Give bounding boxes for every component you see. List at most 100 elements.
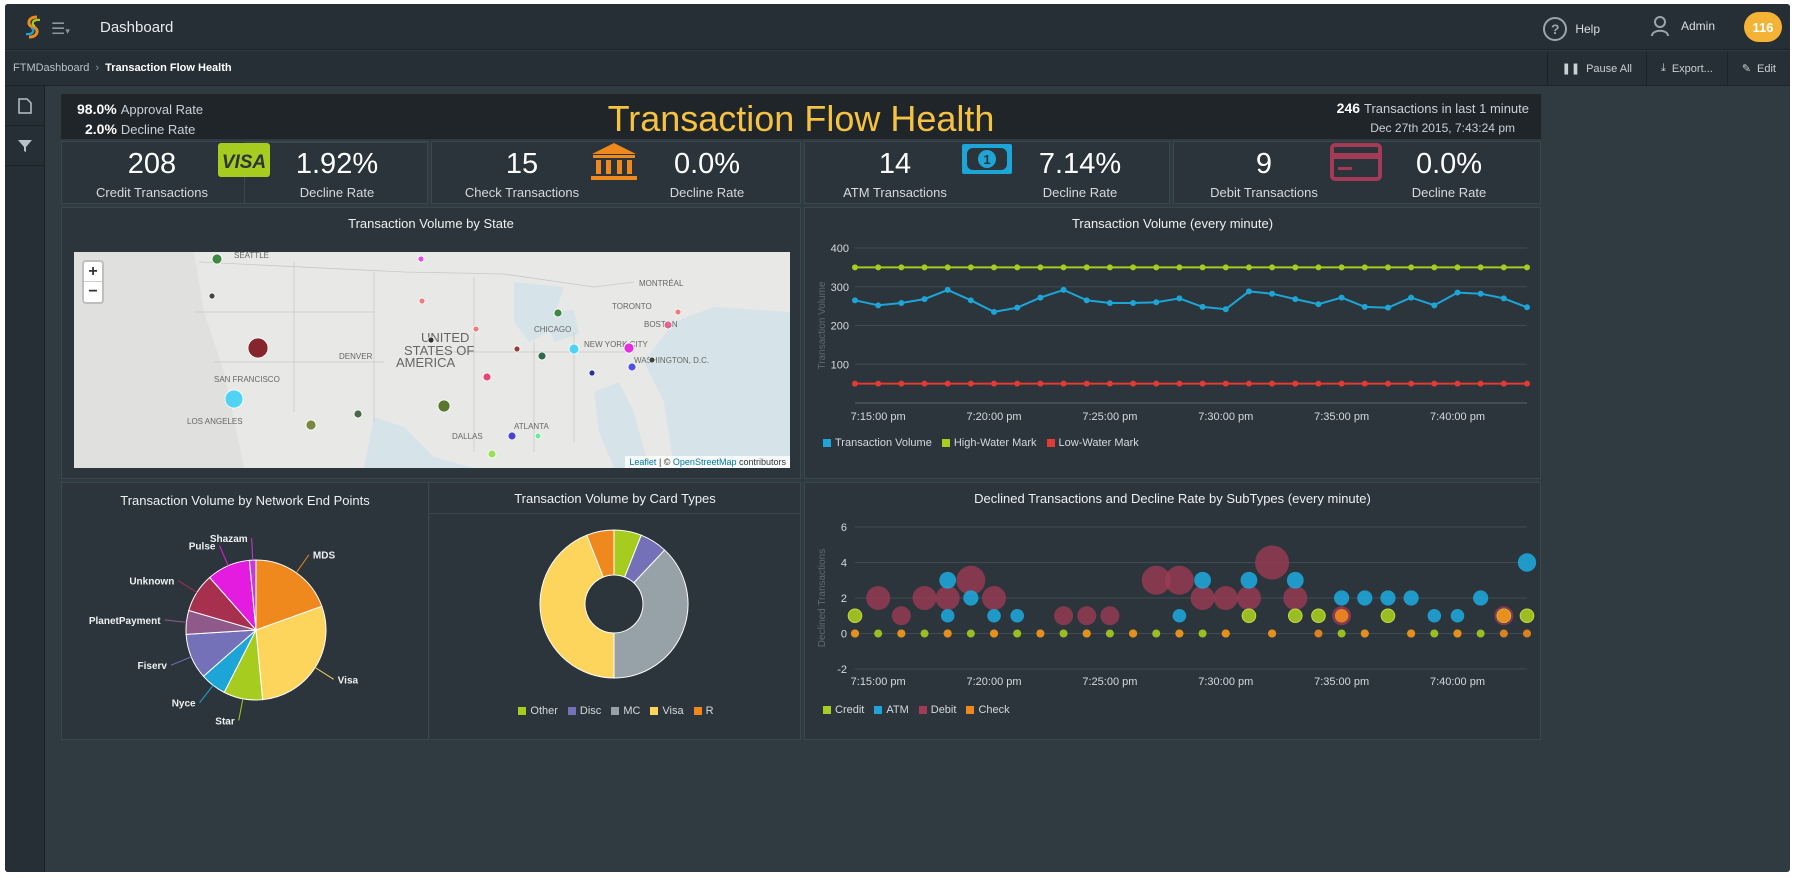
map-point[interactable] <box>417 255 425 263</box>
edit-button[interactable]: ✎ Edit <box>1726 51 1790 86</box>
data-point[interactable] <box>852 380 858 387</box>
map-point[interactable] <box>513 345 521 353</box>
data-point[interactable] <box>1176 380 1183 387</box>
data-point[interactable] <box>1292 380 1299 387</box>
bubble[interactable] <box>987 608 1001 623</box>
legend-item[interactable]: Debit <box>918 704 956 716</box>
data-point[interactable] <box>944 380 951 387</box>
data-point[interactable] <box>1106 380 1113 387</box>
data-point[interactable] <box>1199 303 1206 310</box>
bubble[interactable] <box>1141 565 1171 595</box>
bubble[interactable] <box>1287 608 1303 624</box>
map-point[interactable] <box>487 449 497 459</box>
legend-item[interactable]: R <box>693 705 714 717</box>
page-icon[interactable] <box>5 86 45 126</box>
data-point[interactable] <box>1408 380 1415 387</box>
bubble[interactable] <box>897 629 906 638</box>
data-point[interactable] <box>1431 264 1438 271</box>
data-point[interactable] <box>1222 380 1229 387</box>
data-point[interactable] <box>1315 264 1322 271</box>
donut-slice[interactable] <box>613 549 689 679</box>
map-point[interactable] <box>247 337 269 359</box>
pause-all-button[interactable]: ❚❚ Pause All <box>1546 51 1646 86</box>
data-point[interactable] <box>1199 264 1206 271</box>
data-point[interactable] <box>1500 295 1507 302</box>
data-point[interactable] <box>1431 380 1438 387</box>
map-point[interactable] <box>534 432 542 440</box>
data-point[interactable] <box>852 264 858 271</box>
data-point[interactable] <box>898 300 905 307</box>
data-point[interactable] <box>1454 380 1461 387</box>
bubble[interactable] <box>1172 608 1187 623</box>
bubble[interactable] <box>1241 608 1257 624</box>
legend-item[interactable]: High-Water Mark <box>941 437 1037 449</box>
bubble[interactable] <box>851 629 859 638</box>
donut-slice[interactable] <box>586 529 615 578</box>
map-point[interactable] <box>211 253 223 265</box>
data-point[interactable] <box>852 297 858 304</box>
data-point[interactable] <box>1361 264 1368 271</box>
data-point[interactable] <box>1361 380 1368 387</box>
data-point[interactable] <box>1292 264 1299 271</box>
data-point[interactable] <box>1060 264 1067 271</box>
bubble[interactable] <box>1283 586 1308 610</box>
pie-slice[interactable] <box>255 605 327 701</box>
data-point[interactable] <box>991 308 998 315</box>
data-point[interactable] <box>1014 264 1021 271</box>
map-point[interactable] <box>507 431 517 441</box>
zoom-in-button[interactable]: + <box>84 262 102 282</box>
data-point[interactable] <box>1060 286 1067 293</box>
data-point[interactable] <box>1524 264 1530 271</box>
bubble[interactable] <box>847 608 863 624</box>
map-point[interactable] <box>648 356 656 364</box>
bubble[interactable] <box>874 629 883 638</box>
legend-item[interactable]: Visa <box>650 705 684 717</box>
data-point[interactable] <box>1384 380 1391 387</box>
data-point[interactable] <box>1408 294 1415 301</box>
bubble[interactable] <box>1152 629 1161 638</box>
bubble[interactable] <box>1380 590 1396 606</box>
map-point[interactable] <box>224 389 244 409</box>
data-point[interactable] <box>898 264 905 271</box>
map-point[interactable] <box>418 297 426 305</box>
data-point[interactable] <box>1106 300 1113 307</box>
bubble[interactable] <box>940 608 955 623</box>
notification-badge[interactable]: 116 <box>1744 12 1782 42</box>
bubble[interactable] <box>1100 606 1120 626</box>
bubble[interactable] <box>1427 608 1442 623</box>
bubble[interactable] <box>939 571 957 589</box>
map-point[interactable] <box>553 308 563 318</box>
legend-item[interactable]: Check <box>966 704 1010 716</box>
bubble[interactable] <box>891 606 911 626</box>
bubble[interactable] <box>1311 608 1326 624</box>
data-point[interactable] <box>1245 288 1252 295</box>
data-point[interactable] <box>1431 302 1438 309</box>
bubble[interactable] <box>1430 629 1439 638</box>
bubble[interactable] <box>966 629 975 638</box>
data-point[interactable] <box>1106 264 1113 271</box>
app-logo-icon[interactable] <box>19 13 47 41</box>
bubble[interactable] <box>1077 606 1097 626</box>
data-point[interactable] <box>991 264 998 271</box>
bubble[interactable] <box>1010 608 1025 623</box>
map-point[interactable] <box>305 419 317 431</box>
map-point[interactable] <box>663 320 673 330</box>
data-point[interactable] <box>921 380 928 387</box>
data-point[interactable] <box>1524 304 1530 311</box>
data-point[interactable] <box>1245 264 1252 271</box>
bubble[interactable] <box>1221 629 1230 638</box>
bubble[interactable] <box>1213 586 1238 610</box>
bubble[interactable] <box>1453 629 1462 638</box>
data-point[interactable] <box>1338 380 1345 387</box>
data-point[interactable] <box>1384 304 1391 311</box>
bubble[interactable] <box>1403 590 1419 606</box>
legend-item[interactable]: Low-Water Mark <box>1046 437 1139 449</box>
data-point[interactable] <box>1500 380 1507 387</box>
bubble[interactable] <box>912 586 937 610</box>
filter-icon[interactable] <box>5 126 45 166</box>
bubble[interactable] <box>1240 571 1258 589</box>
bubble[interactable] <box>990 629 999 638</box>
bubble[interactable] <box>1473 590 1489 606</box>
data-point[interactable] <box>1315 301 1322 308</box>
data-point[interactable] <box>1130 380 1137 387</box>
